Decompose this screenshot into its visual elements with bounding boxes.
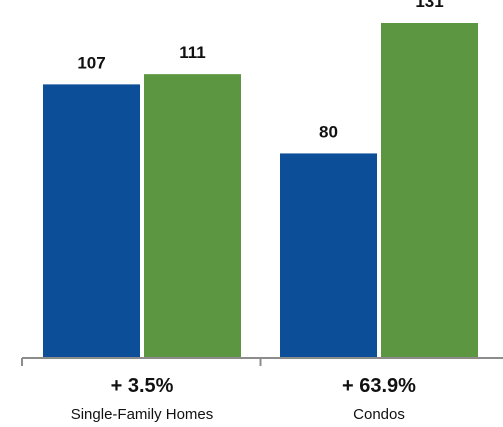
x-axis (21, 357, 503, 366)
category-label-0: Single-Family Homes (71, 406, 214, 423)
data-label-1-1: 131 (415, 0, 443, 11)
value-labels-group: 107 111 80 131 (77, 0, 443, 141)
category-label-1: Condos (353, 406, 405, 423)
change-label-1: + 63.9% (342, 375, 416, 397)
data-label-0-0: 107 (77, 53, 105, 72)
change-label-0: + 3.5% (111, 375, 174, 397)
bar-1-0 (280, 153, 377, 358)
bars-group (43, 23, 478, 359)
bar-1-1 (381, 23, 478, 359)
data-label-0-1: 111 (179, 43, 206, 62)
category-labels-group: + 3.5% Single-Family Homes + 63.9% Condos (71, 375, 416, 423)
bar-0-1 (144, 74, 241, 359)
bar-0-0 (43, 84, 140, 358)
data-label-1-0: 80 (319, 122, 338, 141)
